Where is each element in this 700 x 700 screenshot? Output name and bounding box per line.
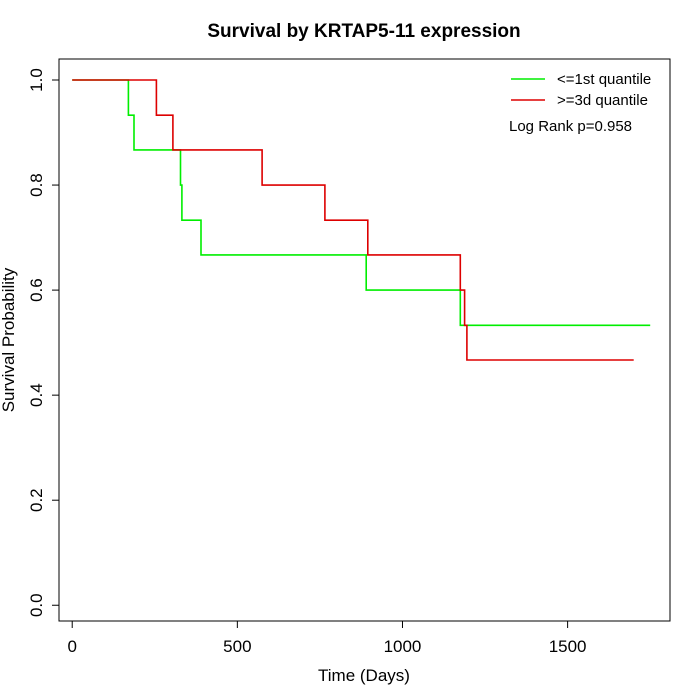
x-tick-label: 1000 [384,637,422,656]
x-tick-label: 0 [67,637,76,656]
y-tick-label: 0.6 [27,278,46,302]
legend-label-high: >=3d quantile [557,92,648,109]
plot-frame [58,58,671,622]
y-axis-label: Survival Probability [0,267,18,412]
x-tick-label: 500 [223,637,251,656]
x-axis: 0 500 1000 1500 [67,620,587,656]
series-line-1 [72,79,634,361]
y-tick-label: 0.4 [27,383,46,407]
x-axis-label: Time (Days) [318,666,410,685]
y-tick-label: 0.2 [27,488,46,512]
series-line-0 [72,79,651,327]
series-layer [72,79,651,361]
y-axis: 0.0 0.2 0.4 0.6 0.8 1.0 [27,68,60,617]
chart-title: Survival by KRTAP5-11 expression [207,21,520,42]
y-tick-label: 1.0 [27,68,46,92]
legend: <=1st quantile >=3d quantile [511,71,651,109]
y-tick-label: 0.8 [27,173,46,197]
y-tick-label: 0.0 [27,593,46,617]
legend-label-low: <=1st quantile [557,71,651,88]
log-rank-annotation: Log Rank p=0.958 [509,118,632,135]
x-tick-label: 1500 [549,637,587,656]
